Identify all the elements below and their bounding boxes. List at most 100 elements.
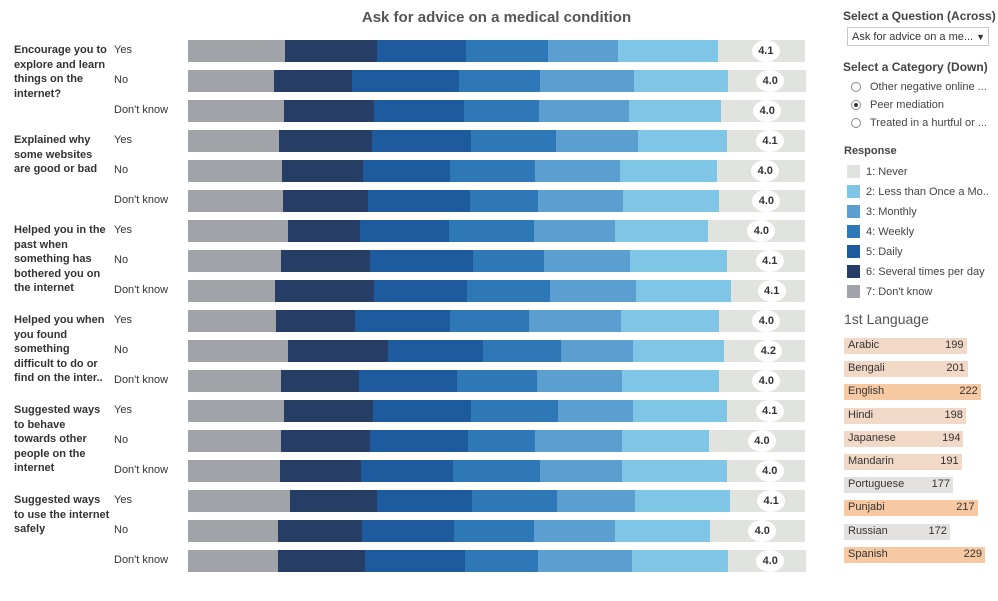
bar-segment-dont-know[interactable] <box>188 70 275 92</box>
bar-segment-daily[interactable] <box>373 100 465 122</box>
bar-segment-less-than-once-a-month[interactable] <box>633 340 725 362</box>
bar-segment-several-times-per-day[interactable] <box>283 100 375 122</box>
bar-segment-dont-know[interactable] <box>188 520 279 542</box>
bar-segment-monthly[interactable] <box>539 100 630 122</box>
bar-segment-monthly[interactable] <box>529 310 622 332</box>
language-row[interactable]: English 222 <box>844 384 985 401</box>
bar-row[interactable]: 4.0 <box>188 310 806 332</box>
language-row[interactable]: Spanish 229 <box>844 546 985 563</box>
bar-segment-monthly[interactable] <box>560 340 634 362</box>
bar-segment-several-times-per-day[interactable] <box>281 430 371 452</box>
bar-segment-daily[interactable] <box>358 370 458 392</box>
bar-segment-less-than-once-a-month[interactable] <box>631 550 729 572</box>
bar-row[interactable]: 4.0 <box>188 220 806 242</box>
bar-segment-dont-know[interactable] <box>188 250 282 272</box>
bar-row[interactable]: 4.0 <box>188 370 806 392</box>
bar-segment-monthly[interactable] <box>537 370 623 392</box>
bar-segment-monthly[interactable] <box>537 190 624 212</box>
bar-segment-daily[interactable] <box>376 490 473 512</box>
bar-segment-monthly[interactable] <box>538 550 633 572</box>
bar-segment-weekly[interactable] <box>463 100 540 122</box>
bar-segment-less-than-once-a-month[interactable] <box>633 400 728 422</box>
bar-segment-dont-know[interactable] <box>188 490 291 512</box>
legend-item[interactable]: 6: Several times per day <box>847 265 985 278</box>
bar-segment-dont-know[interactable] <box>188 280 276 302</box>
bar-segment-several-times-per-day[interactable] <box>285 40 378 62</box>
bar-segment-dont-know[interactable] <box>188 100 285 122</box>
bar-segment-weekly[interactable] <box>449 160 536 182</box>
bar-row[interactable]: 4.1 <box>188 130 806 152</box>
bar-segment-dont-know[interactable] <box>188 340 289 362</box>
bar-row[interactable]: 4.2 <box>188 340 806 362</box>
bar-segment-several-times-per-day[interactable] <box>276 310 356 332</box>
bar-row[interactable]: 4.1 <box>188 400 806 422</box>
legend-item[interactable]: 3: Monthly <box>847 205 917 218</box>
bar-segment-daily[interactable] <box>352 70 460 92</box>
bar-segment-daily[interactable] <box>372 130 472 152</box>
bar-segment-dont-know[interactable] <box>188 430 282 452</box>
bar-segment-less-than-once-a-month[interactable] <box>622 430 710 452</box>
bar-segment-daily[interactable] <box>373 280 468 302</box>
bar-segment-less-than-once-a-month[interactable] <box>614 520 711 542</box>
bar-segment-less-than-once-a-month[interactable] <box>629 100 722 122</box>
bar-segment-monthly[interactable] <box>544 250 631 272</box>
bar-segment-daily[interactable] <box>377 40 467 62</box>
bar-segment-dont-know[interactable] <box>188 550 279 572</box>
bar-segment-weekly[interactable] <box>448 220 535 242</box>
bar-segment-weekly[interactable] <box>471 490 558 512</box>
bar-segment-less-than-once-a-month[interactable] <box>622 190 720 212</box>
bar-segment-daily[interactable] <box>361 520 455 542</box>
bar-segment-several-times-per-day[interactable] <box>274 70 353 92</box>
bar-segment-daily[interactable] <box>373 400 472 422</box>
bar-segment-monthly[interactable] <box>535 430 623 452</box>
bar-segment-dont-know[interactable] <box>188 460 281 482</box>
bar-segment-several-times-per-day[interactable] <box>281 160 364 182</box>
bar-segment-daily[interactable] <box>365 550 466 572</box>
bar-segment-monthly[interactable] <box>534 520 616 542</box>
bar-segment-several-times-per-day[interactable] <box>289 490 378 512</box>
bar-row[interactable]: 4.1 <box>188 40 806 62</box>
bar-segment-dont-know[interactable] <box>188 190 284 212</box>
bar-segment-several-times-per-day[interactable] <box>287 340 389 362</box>
language-row[interactable]: Bengali 201 <box>844 361 985 378</box>
bar-row[interactable]: 4.1 <box>188 490 806 512</box>
bar-segment-less-than-once-a-month[interactable] <box>634 70 729 92</box>
bar-row[interactable]: 4.0 <box>188 190 806 212</box>
bar-segment-less-than-once-a-month[interactable] <box>618 40 719 62</box>
bar-segment-less-than-once-a-month[interactable] <box>638 130 728 152</box>
bar-segment-weekly[interactable] <box>469 190 539 212</box>
bar-segment-daily[interactable] <box>368 190 471 212</box>
bar-segment-several-times-per-day[interactable] <box>279 460 362 482</box>
bar-segment-several-times-per-day[interactable] <box>281 250 371 272</box>
bar-segment-dont-know[interactable] <box>188 310 277 332</box>
bar-segment-less-than-once-a-month[interactable] <box>614 220 709 242</box>
legend-item[interactable]: 4: Weekly <box>847 225 914 238</box>
bar-segment-several-times-per-day[interactable] <box>278 550 366 572</box>
bar-segment-monthly[interactable] <box>539 460 623 482</box>
bar-row[interactable]: 4.0 <box>188 550 806 572</box>
bar-segment-weekly[interactable] <box>452 460 541 482</box>
bar-segment-several-times-per-day[interactable] <box>283 190 369 212</box>
radio-icon[interactable] <box>851 118 861 128</box>
bar-segment-several-times-per-day[interactable] <box>274 280 375 302</box>
bar-segment-several-times-per-day[interactable] <box>284 400 374 422</box>
bar-segment-monthly[interactable] <box>556 490 636 512</box>
bar-row[interactable]: 4.0 <box>188 460 806 482</box>
bar-segment-several-times-per-day[interactable] <box>281 370 360 392</box>
bar-row[interactable]: 4.1 <box>188 280 806 302</box>
bar-segment-dont-know[interactable] <box>188 370 282 392</box>
legend-item[interactable]: 2: Less than Once a Mo.. <box>847 185 989 198</box>
bar-segment-daily[interactable] <box>387 340 484 362</box>
bar-segment-weekly[interactable] <box>482 340 562 362</box>
bar-segment-weekly[interactable] <box>465 550 539 572</box>
bar-segment-weekly[interactable] <box>466 40 549 62</box>
bar-row[interactable]: 4.0 <box>188 520 806 542</box>
bar-segment-weekly[interactable] <box>468 430 536 452</box>
bar-segment-monthly[interactable] <box>548 40 619 62</box>
bar-segment-weekly[interactable] <box>453 520 535 542</box>
bar-segment-less-than-once-a-month[interactable] <box>619 160 718 182</box>
bar-segment-dont-know[interactable] <box>188 220 289 242</box>
language-row[interactable]: Punjabi 217 <box>844 500 985 517</box>
bar-segment-weekly[interactable] <box>450 310 530 332</box>
bar-segment-monthly[interactable] <box>534 160 621 182</box>
